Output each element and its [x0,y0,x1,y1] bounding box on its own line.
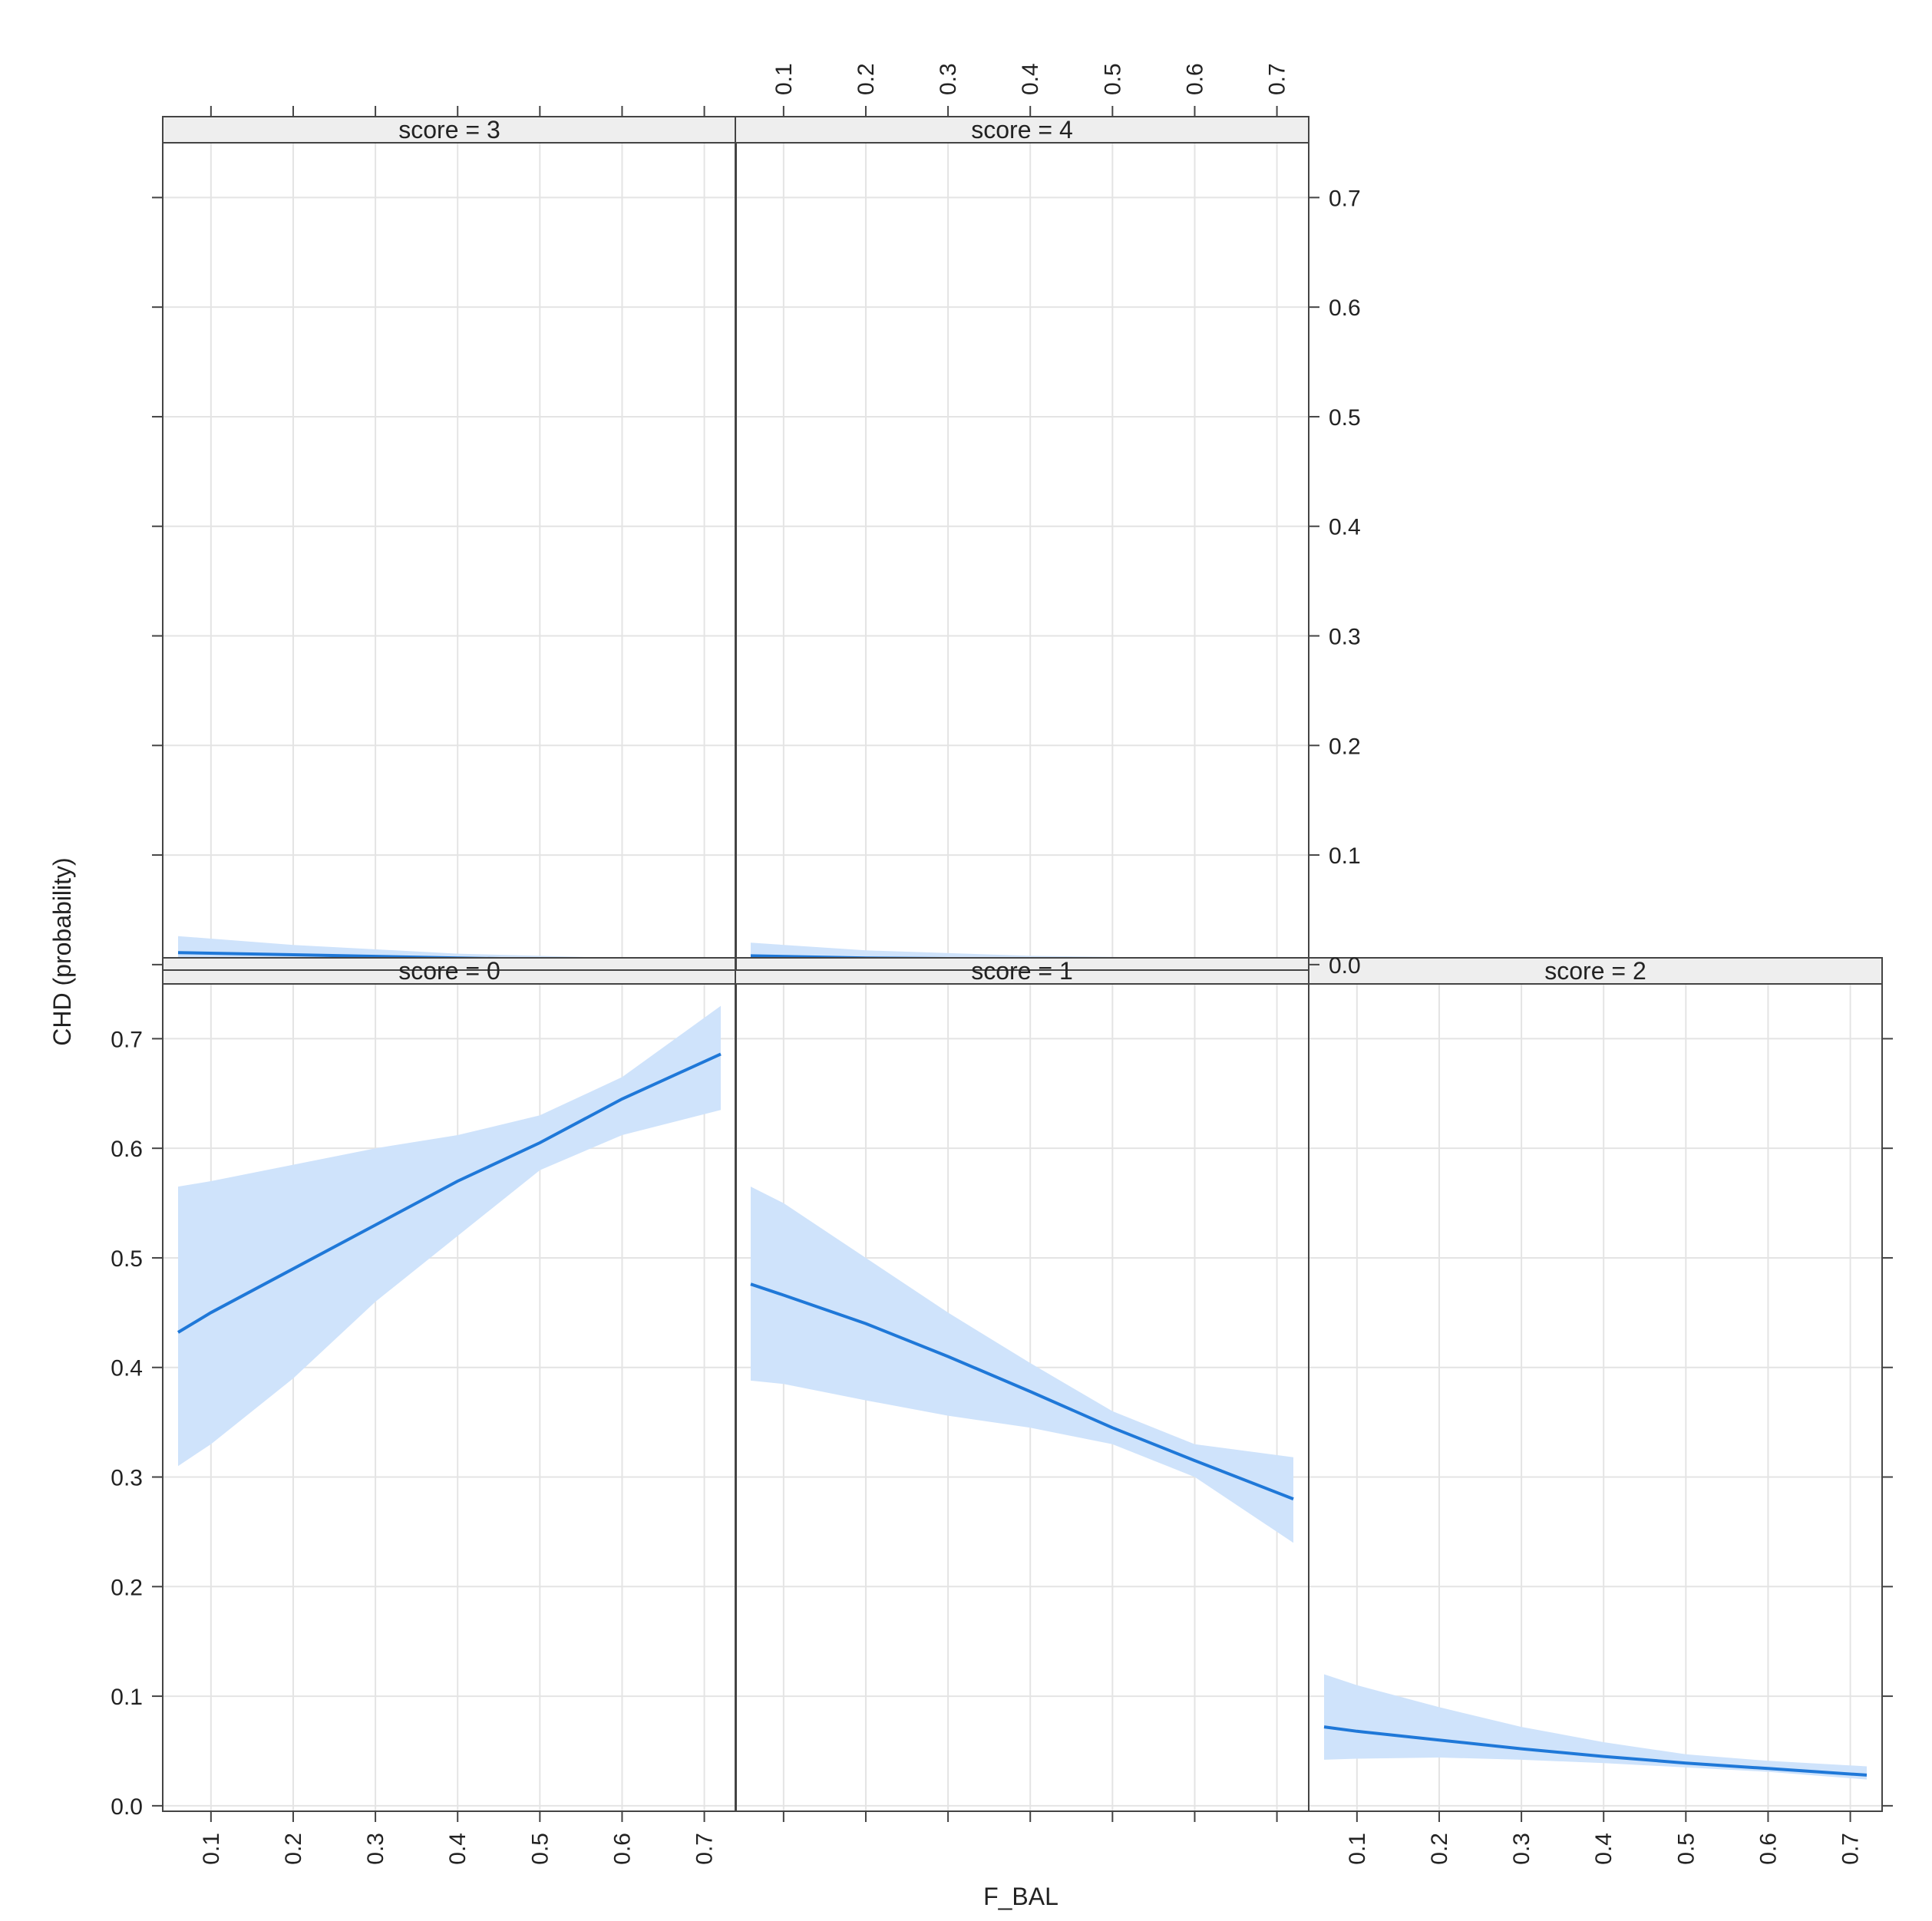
y-tick-label: 0.2 [111,1575,143,1600]
x-tick-label: 0.3 [1509,1833,1534,1865]
y-tick-label: 0.7 [1329,186,1361,211]
y-tick-label: 0.2 [1329,734,1361,759]
x-tick-label: 0.4 [1591,1833,1617,1865]
strip-label: score = 3 [398,116,500,144]
x-tick-label: 0.6 [609,1833,635,1865]
y-tick-label: 0.5 [1329,405,1361,431]
x-tick-label: 0.4 [445,1833,471,1865]
confidence-band [1324,1674,1867,1780]
x-tick-label: 0.3 [363,1833,388,1865]
x-tick-label: 0.6 [1755,1833,1781,1865]
panel-frame [735,142,1309,971]
y-tick-label: 0.7 [111,1027,143,1052]
fit-line [750,1282,1294,1500]
x-tick-label: 0.1 [199,1833,224,1865]
strip-label: score = 1 [971,957,1073,985]
x-tick-label: 0.2 [281,1833,306,1865]
strip-label: score = 4 [971,116,1073,144]
y-tick-label: 0.4 [111,1356,143,1381]
y-tick-label: 0.6 [111,1137,143,1162]
x-tick-label: 0.7 [1838,1833,1864,1865]
y-tick-label: 0.0 [1329,953,1361,979]
x-tick-label: 0.5 [1100,63,1125,95]
y-axis-title: CHD (probability) [48,857,76,1045]
x-tick-label: 0.6 [1182,63,1207,95]
x-tick-label: 0.5 [527,1833,553,1865]
x-tick-label: 0.2 [854,63,879,95]
y-tick-label: 0.4 [1329,515,1361,540]
y-tick-label: 0.1 [111,1685,143,1710]
y-tick-label: 0.1 [1329,843,1361,869]
x-tick-label: 0.3 [936,63,961,95]
strip-label: score = 0 [398,957,500,985]
panel-frame [162,142,737,971]
strip-label: score = 2 [1544,957,1646,985]
panel-frame [1308,983,1883,1812]
x-axis-title: F_BAL [983,1883,1058,1910]
x-tick-label: 0.1 [1345,1833,1370,1865]
fit-line [177,1052,722,1334]
y-tick-label: 0.6 [1329,295,1361,321]
x-tick-label: 0.2 [1427,1833,1452,1865]
x-tick-label: 0.1 [771,63,797,95]
confidence-band [178,1005,721,1467]
y-tick-label: 0.0 [111,1794,143,1820]
confidence-band [751,1187,1293,1543]
y-tick-label: 0.5 [111,1246,143,1272]
fit-line [1323,1725,1868,1777]
y-tick-label: 0.3 [1329,625,1361,650]
x-tick-label: 0.5 [1673,1833,1699,1865]
panel-strip [735,116,1309,144]
x-tick-label: 0.4 [1018,63,1043,95]
y-tick-label: 0.3 [111,1466,143,1491]
x-tick-label: 0.7 [1265,63,1290,95]
x-tick-label: 0.7 [692,1833,718,1865]
